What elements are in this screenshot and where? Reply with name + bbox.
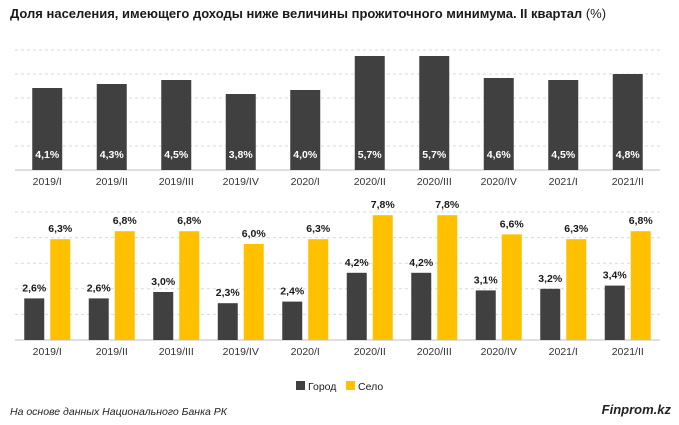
chart2-tick-label: 2019/I xyxy=(33,346,62,358)
chart2-bar-selo xyxy=(630,231,651,340)
chart2-tick-label: 2020/IV xyxy=(481,346,517,358)
chart1-bar xyxy=(32,88,63,170)
legend-swatch-selo xyxy=(346,381,355,390)
chart2-bar-selo xyxy=(179,231,200,340)
chart1-tick-label: 2021/II xyxy=(612,176,644,188)
chart2-data-label-gorod: 4,2% xyxy=(409,257,434,269)
legend-label-gorod: Город xyxy=(308,381,336,393)
chart-title-unit: (%) xyxy=(585,6,607,21)
chart2-data-label-gorod: 3,4% xyxy=(603,270,628,282)
chart2-bar-gorod xyxy=(346,272,367,340)
chart1-data-label: 4,0% xyxy=(293,149,318,161)
chart2-tick-label: 2020/II xyxy=(354,346,386,358)
chart2-data-label-selo: 6,0% xyxy=(242,228,267,240)
chart2-data-label-selo: 6,8% xyxy=(629,215,654,227)
chart1-tick-label: 2019/IV xyxy=(223,176,259,188)
chart1-bar xyxy=(354,56,385,170)
chart2-bar-selo xyxy=(243,244,264,340)
chart2-tick-label: 2020/I xyxy=(291,346,320,358)
chart1-data-label: 4,6% xyxy=(487,149,512,161)
chart2-bar-selo xyxy=(437,215,458,340)
chart1-bar xyxy=(483,78,514,170)
chart2-data-label-gorod: 2,6% xyxy=(22,282,47,294)
chart2-tick-label: 2019/IV xyxy=(223,346,259,358)
legend-label-selo: Село xyxy=(358,381,383,393)
chart1-tick-label: 2020/II xyxy=(354,176,386,188)
chart2-bar-selo xyxy=(566,239,587,340)
chart2-data-label-gorod: 3,1% xyxy=(474,274,499,286)
chart2-data-label-selo: 6,8% xyxy=(113,215,138,227)
chart2-data-label-selo: 7,8% xyxy=(371,199,396,211)
chart2-bar-selo xyxy=(372,215,393,340)
chart2-bar-gorod xyxy=(604,285,625,340)
chart1-bar xyxy=(548,80,579,170)
chart1-tick-label: 2019/I xyxy=(33,176,62,188)
chart1-tick-label: 2020/IV xyxy=(481,176,517,188)
chart1-bar xyxy=(290,90,321,170)
chart2-data-label-gorod: 3,0% xyxy=(151,276,176,288)
chart1-data-label: 5,7% xyxy=(422,149,447,161)
chart2-bar-gorod xyxy=(540,288,561,340)
chart1-tick-label: 2020/III xyxy=(417,176,452,188)
chart2-data-label-selo: 6,3% xyxy=(564,223,589,235)
chart1-bar xyxy=(419,56,450,170)
chart1-bar xyxy=(96,84,127,170)
chart2-tick-label: 2021/I xyxy=(549,346,578,358)
chart-title: Доля населения, имеющего доходы ниже вел… xyxy=(10,4,610,24)
chart2-data-label-gorod: 3,2% xyxy=(538,273,563,285)
chart2-data-label-selo: 6,8% xyxy=(177,215,202,227)
chart2-bar-gorod xyxy=(411,272,432,340)
chart2-data-label-gorod: 4,2% xyxy=(345,257,370,269)
chart2-tick-label: 2021/II xyxy=(612,346,644,358)
chart1-data-label: 4,5% xyxy=(551,149,576,161)
chart2-bar-selo xyxy=(501,234,522,340)
chart1-bar xyxy=(161,80,192,170)
chart2-data-label-gorod: 2,6% xyxy=(87,282,112,294)
source-note: На основе данных Национального Банка РК xyxy=(10,406,227,418)
chart2-bar-gorod xyxy=(153,292,174,340)
chart2-tick-label: 2019/II xyxy=(96,346,128,358)
chart2-bar-gorod xyxy=(217,303,238,340)
chart1-data-label: 4,5% xyxy=(164,149,189,161)
chart2-data-label-gorod: 2,3% xyxy=(216,287,241,299)
chart-title-text: Доля населения, имеющего доходы ниже вел… xyxy=(10,6,583,21)
chart1-data-label: 4,3% xyxy=(100,149,125,161)
chart1-tick-label: 2020/I xyxy=(291,176,320,188)
chart1-tick-label: 2019/II xyxy=(96,176,128,188)
chart2-tick-label: 2019/III xyxy=(159,346,194,358)
chart2-bar-gorod xyxy=(24,298,45,340)
chart1-data-label: 3,8% xyxy=(229,149,254,161)
brand-logo: Finprom.kz xyxy=(601,402,671,417)
legend-swatch-gorod xyxy=(296,381,305,390)
chart2-bar-gorod xyxy=(88,298,109,340)
chart2-bar-selo xyxy=(308,239,329,340)
chart1-data-label: 5,7% xyxy=(358,149,383,161)
chart2-data-label-selo: 6,3% xyxy=(48,223,73,235)
chart2-bar-selo xyxy=(114,231,135,340)
chart2-data-label-selo: 7,8% xyxy=(435,199,460,211)
chart1-bar xyxy=(612,74,643,170)
chart2-data-label-gorod: 2,4% xyxy=(280,286,305,298)
chart1-tick-label: 2021/I xyxy=(549,176,578,188)
chart2-bar-gorod xyxy=(282,301,303,340)
chart2-data-label-selo: 6,3% xyxy=(306,223,331,235)
chart2-bar-selo xyxy=(50,239,71,340)
chart1-bar xyxy=(225,94,256,170)
chart1-data-label: 4,8% xyxy=(616,149,641,161)
chart2-bar-gorod xyxy=(475,290,496,340)
chart2-tick-label: 2020/III xyxy=(417,346,452,358)
chart1-data-label: 4,1% xyxy=(35,149,60,161)
chart2-data-label-selo: 6,6% xyxy=(500,218,525,230)
chart1-tick-label: 2019/III xyxy=(159,176,194,188)
